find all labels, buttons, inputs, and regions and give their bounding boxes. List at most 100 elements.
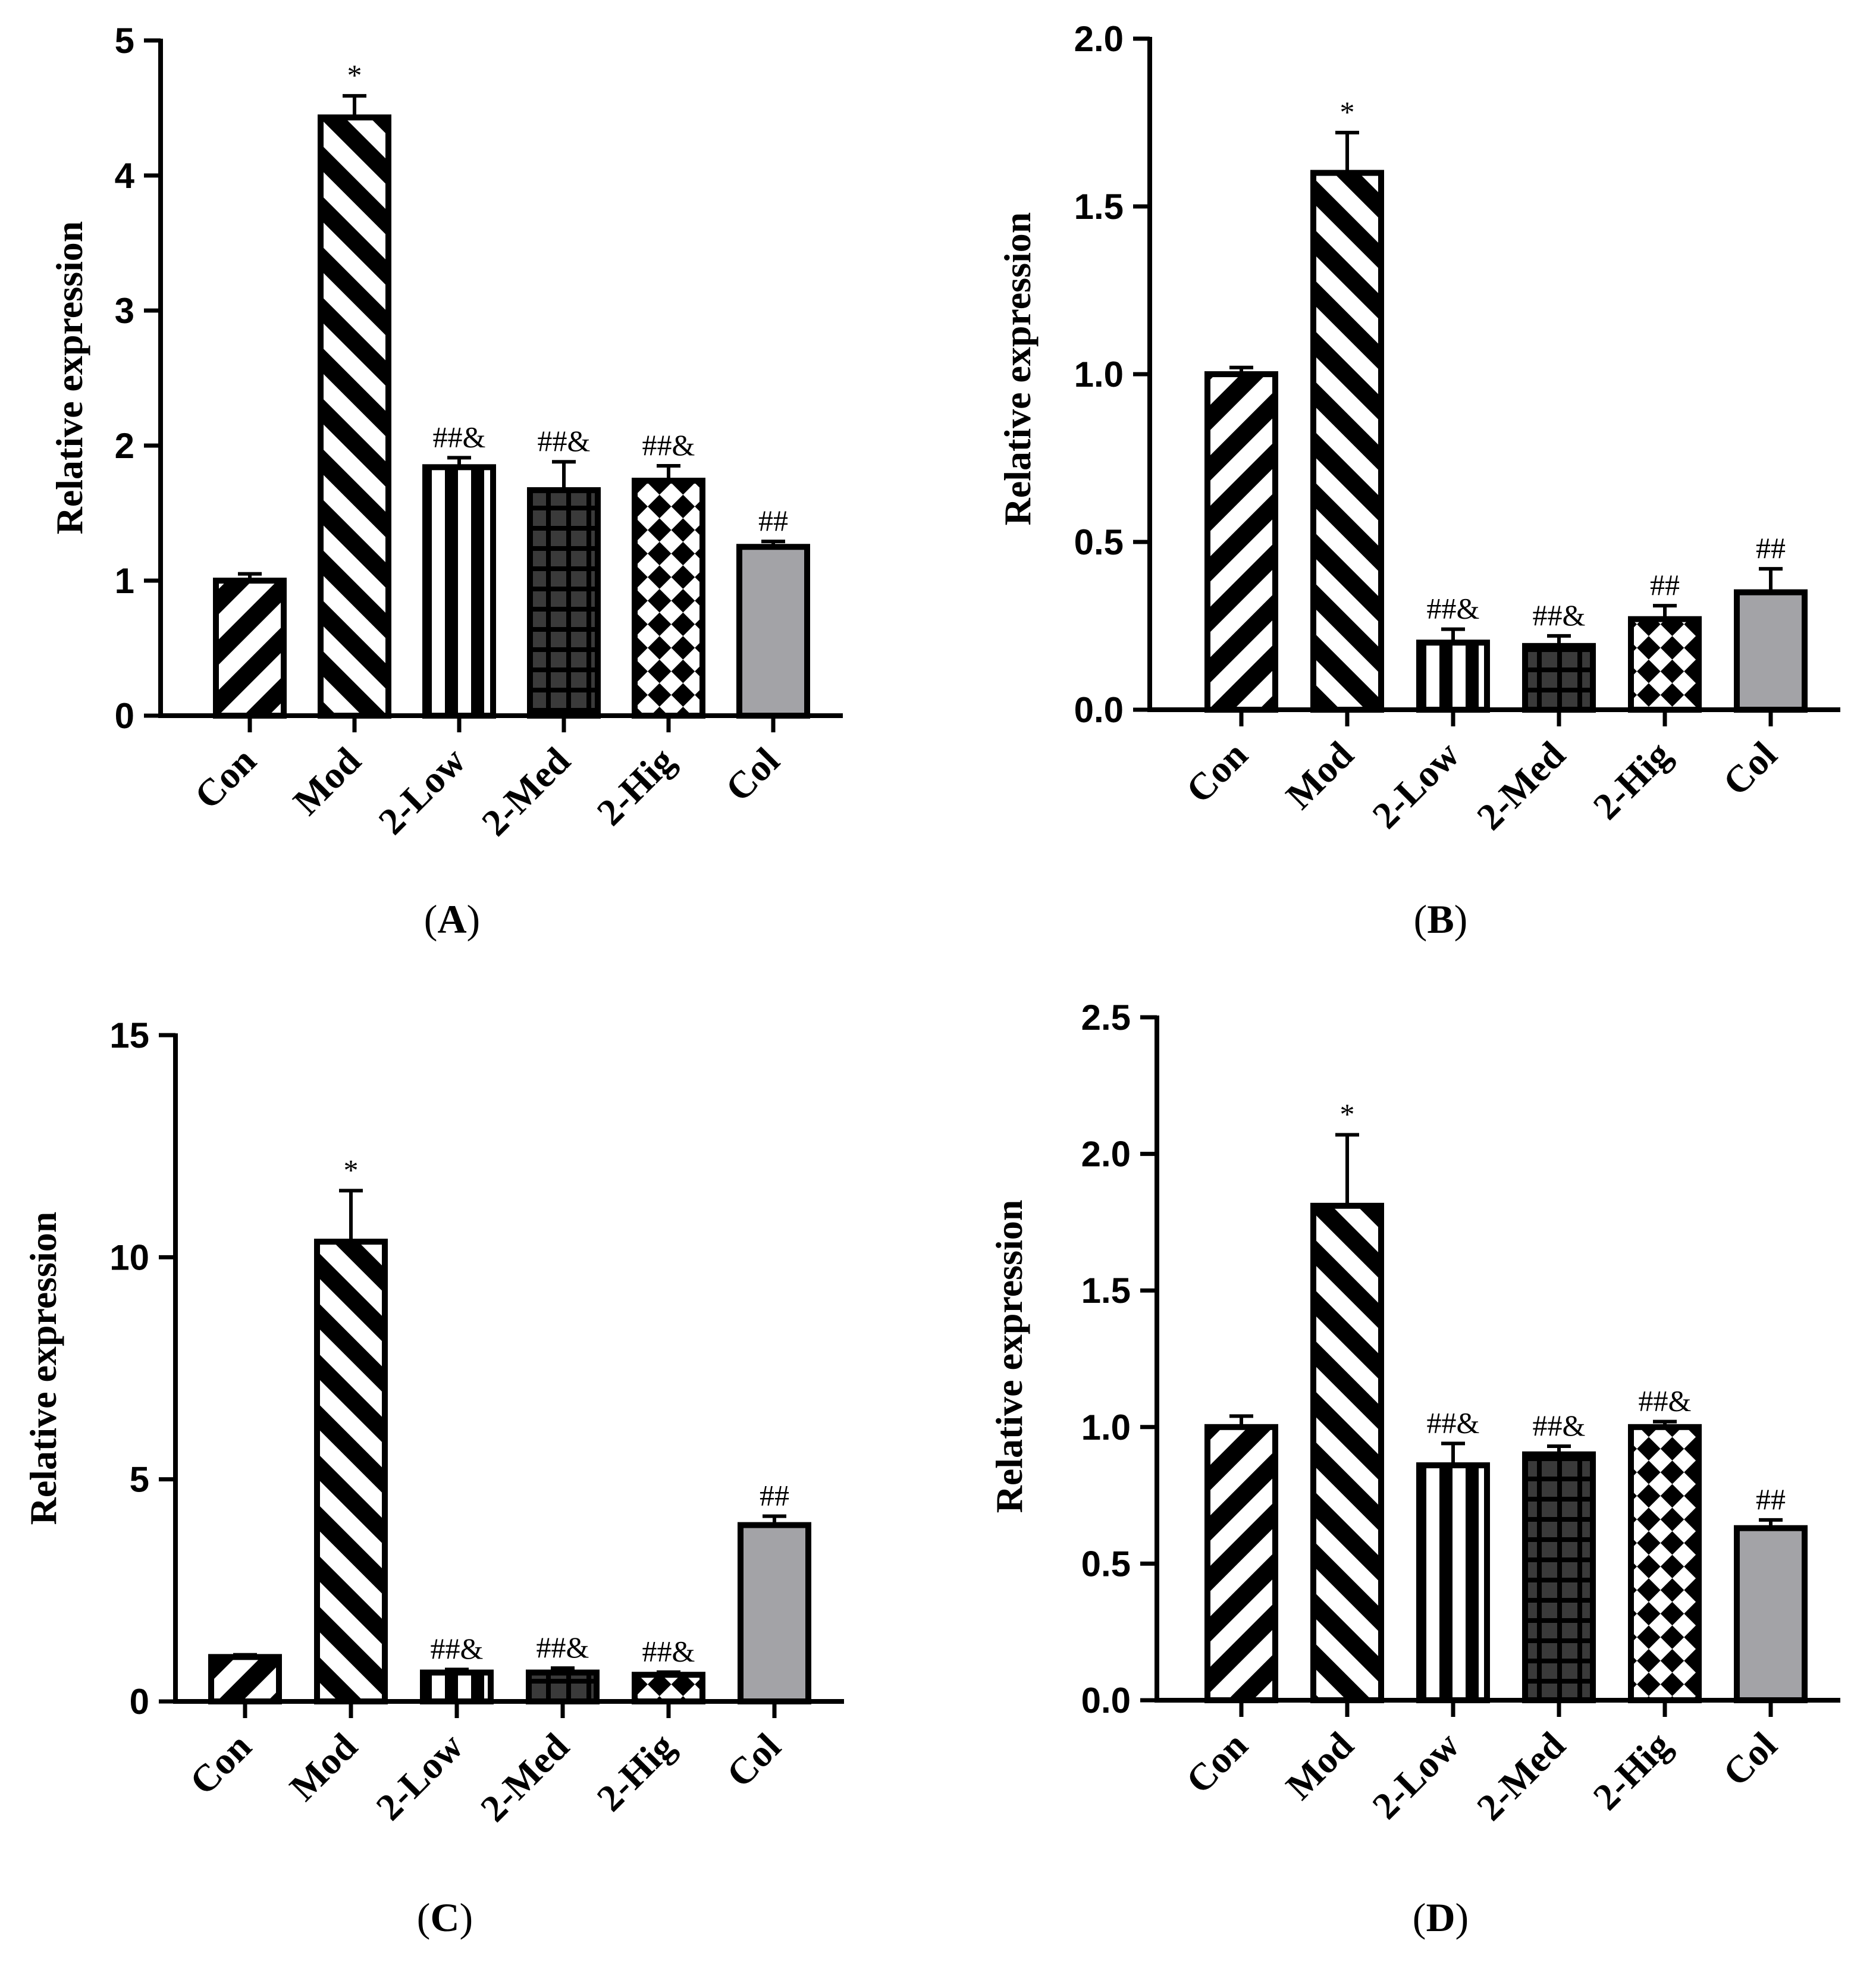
panel-label-letter: C	[430, 1895, 459, 1940]
bars: * ##& ##& ## ##	[1204, 95, 1808, 713]
x-tick-label-mod: Mod	[1278, 1724, 1361, 1808]
panel-d: Relative expression 0.0 0.5 1.0 1.5 2.0 2.5 *…	[988, 998, 1840, 1940]
significance-label: ##	[1756, 531, 1786, 565]
bar-2-hig	[1628, 1424, 1702, 1704]
y-tick-label: 1.5	[1074, 187, 1124, 227]
significance-label: ##&	[1639, 1384, 1692, 1418]
bar-col	[736, 544, 810, 719]
y-tick-label: 5	[115, 21, 134, 61]
bar-con	[213, 578, 287, 719]
y-tick-label: 0.5	[1081, 1544, 1131, 1584]
panel-label: (A)	[424, 897, 480, 942]
y-tick-label: 0	[130, 1682, 149, 1722]
y-tick-label: 15	[109, 1016, 149, 1055]
significance-label: ##&	[431, 1632, 484, 1665]
bar-group-con	[1204, 1414, 1278, 1704]
bar-group-col: ##	[736, 504, 810, 719]
significance-label: ##&	[538, 424, 591, 457]
bar-group-col: ##	[1734, 531, 1808, 713]
x-tick-label-col: Col	[1715, 1724, 1785, 1794]
bar-group-2-low: ##&	[1416, 1406, 1490, 1703]
significance-label: ##&	[642, 1635, 695, 1668]
x-tick-label-2-med: 2-Med	[1469, 734, 1573, 838]
panel-label-prefix: (	[424, 897, 438, 942]
significance-label: ##&	[537, 1631, 589, 1664]
bar-con	[208, 1654, 282, 1704]
bar-group-2-med: ##&	[526, 1631, 600, 1704]
panel-label-letter: B	[1427, 897, 1454, 942]
x-tick-label-col: Col	[1715, 734, 1785, 804]
significance-label: *	[347, 58, 362, 92]
bar-group-2-low: ##&	[1416, 592, 1490, 713]
bar-2-low	[422, 464, 496, 719]
panel-label: (B)	[1414, 897, 1468, 942]
bar-con	[1204, 371, 1278, 713]
x-tick-label-mod: Mod	[1278, 734, 1361, 817]
bar-group-2-hig: ##	[1628, 568, 1702, 713]
significance-label: ##	[758, 504, 788, 537]
y-tick-label: 10	[109, 1237, 149, 1277]
y-tick-label: 0.0	[1074, 690, 1124, 730]
bar-group-mod: *	[1310, 95, 1384, 713]
bar-group-col: ##	[738, 1479, 811, 1704]
bar-col	[738, 1522, 811, 1704]
y-tick-label: 5	[130, 1460, 149, 1500]
significance-label: ##&	[1533, 1409, 1586, 1442]
x-tick-label-2-hig: 2-Hig	[1585, 734, 1679, 828]
significance-label: ##&	[1533, 598, 1586, 632]
bar-con	[1204, 1424, 1278, 1704]
x-tick-label-2-hig: 2-Hig	[589, 739, 683, 833]
significance-label: ##&	[1427, 592, 1480, 625]
bars: * ##& ##& ##& ##	[213, 58, 810, 719]
x-tick-label-2-low: 2-Low	[368, 1725, 471, 1828]
y-axis: 0 5 10 15	[109, 1016, 178, 1722]
panel-label-suffix: )	[460, 1895, 473, 1940]
bar-2-med	[1522, 1451, 1596, 1703]
bar-2-med	[1522, 642, 1596, 713]
y-tick-label: 0.0	[1081, 1681, 1131, 1720]
x-tick-label-2-med: 2-Med	[472, 1725, 577, 1830]
x-axis: Con Mod 2-Low 2-Med 2-Hig Col	[173, 1699, 844, 1830]
x-tick-label-mod: Mod	[281, 1725, 365, 1809]
panel-label-letter: A	[437, 897, 466, 942]
bar-2-med	[526, 1669, 600, 1704]
x-tick-label-col: Col	[717, 739, 788, 810]
x-axis: Con Mod 2-Low 2-Med 2-Hig Col	[158, 713, 843, 844]
bar-2-hig	[1628, 616, 1702, 713]
y-axis-label: Relative expression	[22, 1212, 64, 1525]
y-tick-label: 1	[115, 561, 134, 601]
bar-2-low	[1416, 1462, 1490, 1703]
bar-2-hig	[632, 1672, 705, 1704]
x-tick-label-2-low: 2-Low	[1364, 734, 1467, 836]
bar-mod	[318, 114, 391, 719]
y-axis: 0 1 2 3 4 5	[115, 21, 163, 736]
bar-group-mod: *	[314, 1153, 388, 1704]
x-tick-label-2-hig: 2-Hig	[1585, 1724, 1679, 1818]
y-tick-label: 2.5	[1081, 998, 1131, 1038]
x-tick-label-2-low: 2-Low	[371, 739, 473, 842]
bar-group-2-hig: ##&	[632, 428, 705, 719]
significance-label: *	[344, 1153, 359, 1186]
panel-label-prefix: (	[417, 1895, 431, 1940]
y-tick-label: 1.5	[1081, 1271, 1131, 1311]
bar-group-2-med: ##&	[527, 424, 601, 719]
bar-group-2-hig: ##&	[632, 1635, 705, 1704]
significance-label: ##&	[642, 428, 695, 462]
bar-mod	[1310, 170, 1384, 713]
panel-b: Relative expression 0.0 0.5 1.0 1.5 2.0 * ##&…	[996, 19, 1840, 942]
y-axis-label: Relative expression	[48, 221, 90, 535]
bar-group-2-med: ##&	[1522, 1409, 1596, 1703]
significance-label: ##	[1650, 568, 1680, 601]
bar-group-con	[213, 572, 287, 719]
y-tick-label: 1.0	[1074, 355, 1124, 394]
panel-label-suffix: )	[1454, 897, 1468, 942]
bar-2-low	[420, 1669, 494, 1704]
y-tick-label: 2	[115, 426, 134, 466]
x-tick-label-2-low: 2-Low	[1364, 1724, 1467, 1827]
panel-label-prefix: (	[1414, 897, 1428, 942]
bar-2-low	[1416, 640, 1490, 713]
y-axis: 0.0 0.5 1.0 1.5 2.0 2.5	[1081, 998, 1159, 1720]
x-tick-label-2-med: 2-Med	[473, 739, 578, 844]
